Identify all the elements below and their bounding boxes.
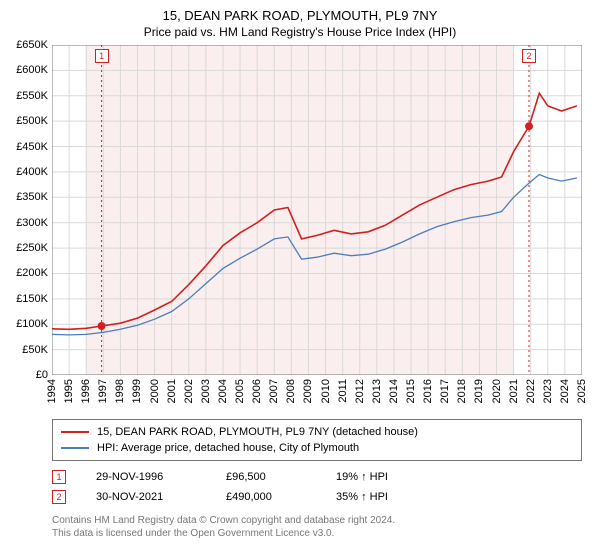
event-callout-2: 2 xyxy=(522,49,536,63)
y-tick-label: £400K xyxy=(4,166,48,178)
x-tick-label: 1999 xyxy=(131,379,143,403)
x-tick-label: 2008 xyxy=(285,379,297,403)
y-tick-label: £550K xyxy=(4,90,48,102)
y-tick-label: £0 xyxy=(4,369,48,381)
x-tick-label: 2009 xyxy=(302,379,314,403)
x-tick-label: 1995 xyxy=(63,379,75,403)
y-tick-label: £250K xyxy=(4,242,48,254)
event-row: 2 30-NOV-2021 £490,000 35% ↑ HPI xyxy=(52,487,582,507)
x-tick-label: 2021 xyxy=(508,379,520,403)
legend-swatch xyxy=(61,431,89,433)
footer-note: Contains HM Land Registry data © Crown c… xyxy=(52,515,582,540)
x-tick-label: 2012 xyxy=(354,379,366,403)
x-tick-label: 2023 xyxy=(542,379,554,403)
x-tick-label: 2016 xyxy=(422,379,434,403)
y-tick-label: £150K xyxy=(4,293,48,305)
x-tick-label: 2013 xyxy=(371,379,383,403)
chart-svg xyxy=(52,45,582,375)
legend-swatch xyxy=(61,447,89,449)
x-tick-label: 2019 xyxy=(473,379,485,403)
plot-area: 12£0£50K£100K£150K£200K£250K£300K£350K£4… xyxy=(52,45,582,375)
title-subtitle: Price paid vs. HM Land Registry's House … xyxy=(12,25,588,39)
event-delta: 19% ↑ HPI xyxy=(336,471,416,483)
y-tick-label: £600K xyxy=(4,64,48,76)
x-tick-label: 2002 xyxy=(183,379,195,403)
legend-row: HPI: Average price, detached house, City… xyxy=(61,440,573,456)
x-tick-label: 2000 xyxy=(149,379,161,403)
y-tick-label: £300K xyxy=(4,217,48,229)
event-price: £96,500 xyxy=(226,471,306,483)
y-tick-label: £650K xyxy=(4,39,48,51)
x-tick-label: 2010 xyxy=(320,379,332,403)
x-tick-label: 1994 xyxy=(46,379,58,403)
x-tick-label: 2020 xyxy=(491,379,503,403)
x-tick-label: 2004 xyxy=(217,379,229,403)
x-tick-label: 2017 xyxy=(439,379,451,403)
y-tick-label: £350K xyxy=(4,191,48,203)
events-table: 1 29-NOV-1996 £96,500 19% ↑ HPI 2 30-NOV-2021… xyxy=(52,467,582,507)
legend-label: HPI: Average price, detached house, City… xyxy=(97,442,359,454)
y-tick-label: £500K xyxy=(4,115,48,127)
chart-container: 15, DEAN PARK ROAD, PLYMOUTH, PL9 7NY Pr… xyxy=(0,0,600,540)
x-tick-label: 2024 xyxy=(559,379,571,403)
footer-line2: This data is licensed under the Open Gov… xyxy=(52,528,582,541)
legend-row: 15, DEAN PARK ROAD, PLYMOUTH, PL9 7NY (d… xyxy=(61,424,573,440)
y-tick-label: £50K xyxy=(4,344,48,356)
x-tick-label: 2007 xyxy=(268,379,280,403)
x-tick-label: 1996 xyxy=(80,379,92,403)
x-tick-label: 2014 xyxy=(388,379,400,403)
title-block: 15, DEAN PARK ROAD, PLYMOUTH, PL9 7NY Pr… xyxy=(12,8,588,39)
event-callout-1: 1 xyxy=(95,49,109,63)
x-tick-label: 2015 xyxy=(405,379,417,403)
x-tick-label: 2005 xyxy=(234,379,246,403)
legend-box: 15, DEAN PARK ROAD, PLYMOUTH, PL9 7NY (d… xyxy=(52,419,582,461)
x-tick-label: 2001 xyxy=(166,379,178,403)
y-tick-label: £200K xyxy=(4,267,48,279)
x-tick-label: 2006 xyxy=(251,379,263,403)
event-date: 30-NOV-2021 xyxy=(96,491,196,503)
x-tick-label: 2003 xyxy=(200,379,212,403)
x-tick-label: 2018 xyxy=(456,379,468,403)
event-date: 29-NOV-1996 xyxy=(96,471,196,483)
x-tick-label: 1998 xyxy=(114,379,126,403)
title-address: 15, DEAN PARK ROAD, PLYMOUTH, PL9 7NY xyxy=(12,8,588,23)
x-tick-label: 2025 xyxy=(576,379,588,403)
legend-label: 15, DEAN PARK ROAD, PLYMOUTH, PL9 7NY (d… xyxy=(97,426,418,438)
x-tick-label: 1997 xyxy=(97,379,109,403)
y-tick-label: £450K xyxy=(4,141,48,153)
event-price: £490,000 xyxy=(226,491,306,503)
event-row: 1 29-NOV-1996 £96,500 19% ↑ HPI xyxy=(52,467,582,487)
event-delta: 35% ↑ HPI xyxy=(336,491,416,503)
x-tick-label: 2011 xyxy=(337,379,349,403)
event-marker: 1 xyxy=(52,470,66,484)
footer-line1: Contains HM Land Registry data © Crown c… xyxy=(52,515,582,528)
event-marker: 2 xyxy=(52,490,66,504)
y-tick-label: £100K xyxy=(4,318,48,330)
x-tick-label: 2022 xyxy=(525,379,537,403)
